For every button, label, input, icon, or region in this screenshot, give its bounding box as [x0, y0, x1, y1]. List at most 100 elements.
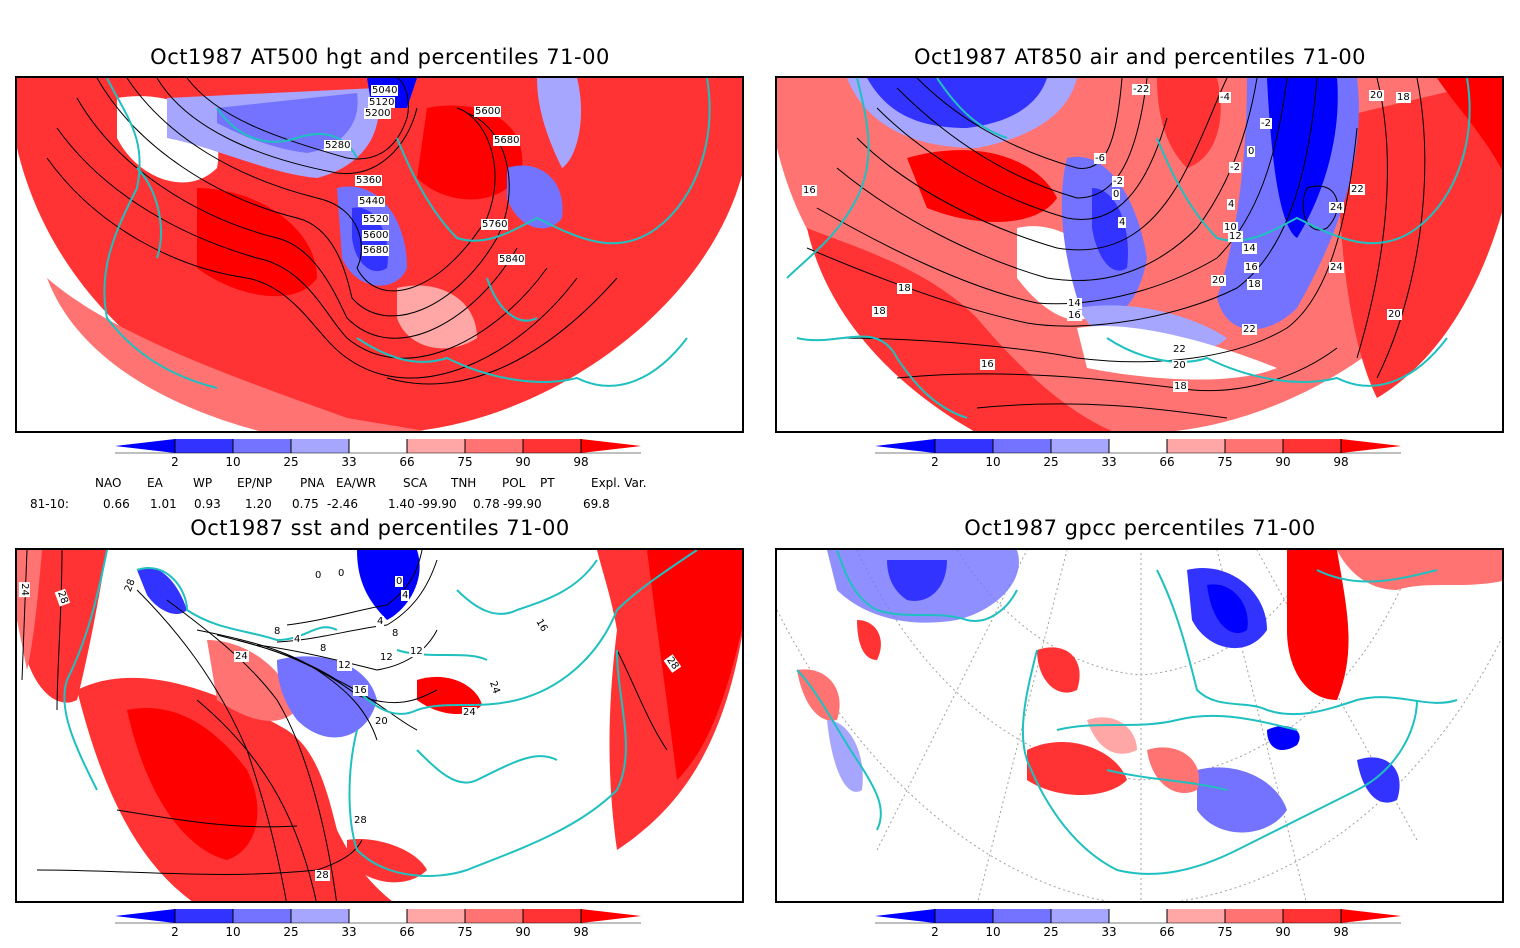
- contour-label: 14: [1067, 298, 1082, 309]
- contour-line: [616, 649, 668, 751]
- contour-label: -22: [1132, 84, 1151, 95]
- colorbar-arrow-low: [875, 439, 935, 453]
- colorbar-tick-label: 90: [1275, 925, 1291, 939]
- colorbar-swatch: [993, 439, 1051, 453]
- coastline: [1021, 649, 1418, 875]
- contour-line: [286, 550, 423, 626]
- index-header: PT: [540, 476, 555, 490]
- contour-label: 5280: [324, 140, 352, 151]
- contour-line: [276, 559, 438, 643]
- coastline: [356, 550, 698, 715]
- contour-line: [56, 550, 63, 711]
- colorbar-tick-label: 25: [1043, 925, 1059, 939]
- contour-label: 5600: [474, 106, 502, 117]
- colorbar-swatches: [115, 439, 641, 454]
- colorbar-tick-label: 98: [573, 455, 589, 469]
- colorbar-tick-label: 33: [1101, 455, 1117, 469]
- index-value: 0.75: [292, 497, 319, 511]
- coastline: [936, 78, 1008, 139]
- colorbar-sst: 2 10 25 33 66 75 90 98: [115, 908, 645, 948]
- contour-label: 24: [18, 582, 30, 597]
- index-header: EA/WR: [336, 476, 377, 490]
- region-red-gulf: [347, 839, 427, 883]
- colorbar-tick-label: 66: [1159, 925, 1175, 939]
- colorbar-swatch: [407, 439, 465, 453]
- colorbar-swatch: [1283, 909, 1341, 923]
- contour-line: [76, 97, 518, 339]
- region-red-west-europe: [1037, 647, 1080, 693]
- colorbar-swatch: [1283, 439, 1341, 453]
- region-white-east: [537, 78, 582, 168]
- colorbar-tick-label: 33: [341, 455, 357, 469]
- index-value: 1.20: [245, 497, 272, 511]
- colorbar-swatch: [1225, 909, 1283, 923]
- index-value: 1.01: [150, 497, 177, 511]
- colorbar-swatches: [875, 439, 1401, 454]
- colorbar-tick-label: 25: [283, 455, 299, 469]
- colorbar-tick-label: 25: [283, 925, 299, 939]
- region-dark-blue-east: [1267, 78, 1338, 238]
- contour-label: 0: [314, 570, 323, 581]
- region-light-red: [47, 278, 425, 431]
- contour-line: [1376, 78, 1426, 379]
- colorbar-tick-label: 75: [457, 925, 473, 939]
- colorbar-tick-label: 33: [341, 925, 357, 939]
- region-blue-north: [357, 550, 420, 620]
- coastline: [348, 649, 627, 877]
- colorbar-swatch: [175, 909, 233, 923]
- colorbar-swatch: [465, 439, 523, 453]
- index-header: PNA: [300, 476, 325, 490]
- contour-label: 16: [802, 185, 817, 196]
- graticule: [876, 550, 1028, 851]
- colorbar-arrow-high: [1341, 439, 1401, 453]
- colorbar-arrow-high: [581, 439, 641, 453]
- colorbar-tick-label: 66: [1159, 455, 1175, 469]
- graticule: [977, 550, 1068, 901]
- colorbar-tick-label: 90: [1275, 455, 1291, 469]
- contour-label: -2: [1260, 118, 1272, 129]
- contour-line: [166, 599, 337, 901]
- colorbar-tick-label: 2: [931, 455, 939, 469]
- contour-label: 24: [462, 707, 477, 718]
- contour-label: 4: [376, 616, 385, 627]
- contour-line: [1302, 185, 1338, 231]
- colorbar-swatch: [523, 909, 581, 923]
- contour-label: 5440: [358, 196, 386, 207]
- index-header: Expl. Var.: [591, 476, 647, 490]
- contour-line: [896, 78, 1148, 199]
- contour-line: [836, 127, 1358, 363]
- panel-title-air850: Oct1987 AT850 air and percentiles 71-00: [913, 45, 1367, 69]
- contour-label: 22: [1350, 184, 1365, 195]
- map-air850: [777, 78, 1502, 431]
- region-red-russia: [1287, 550, 1349, 700]
- contour-label: 0: [1247, 146, 1256, 157]
- panel-title-hgt500: Oct1987 AT500 hgt and percentiles 71-00: [150, 45, 610, 69]
- graticule: [856, 550, 1418, 781]
- coastline: [1156, 78, 1471, 245]
- contour-label: 5520: [362, 214, 390, 225]
- index-value: 69.8: [583, 497, 610, 511]
- coastline: [456, 559, 598, 615]
- contour-label: 16: [1244, 262, 1259, 273]
- contour-label: 24: [1329, 202, 1344, 213]
- index-header: POL: [502, 476, 526, 490]
- region-red-north: [1157, 78, 1221, 168]
- colorbar-tick-label: 10: [985, 925, 1001, 939]
- colorbar-tick-label: 2: [171, 455, 179, 469]
- index-header: EA: [147, 476, 163, 490]
- index-value: 1.40: [388, 497, 415, 511]
- contour-line: [896, 347, 1338, 392]
- colorbar-swatch: [935, 439, 993, 453]
- coastline: [356, 337, 688, 387]
- region-blue-india: [1357, 757, 1400, 803]
- coastline: [136, 567, 338, 642]
- colorbar-tick-label: 10: [225, 455, 241, 469]
- contour-line: [816, 78, 1288, 305]
- colorbar-tick-label: 66: [399, 925, 415, 939]
- region-light-red-atlantic: [207, 640, 297, 721]
- contour-label: 10: [1223, 222, 1238, 233]
- contour-line: [21, 550, 28, 681]
- contour-label: 5680: [362, 245, 390, 256]
- panel-title-gpcc: Oct1987 gpcc percentiles 71-00: [964, 516, 1316, 540]
- index-value: 0.93: [194, 497, 221, 511]
